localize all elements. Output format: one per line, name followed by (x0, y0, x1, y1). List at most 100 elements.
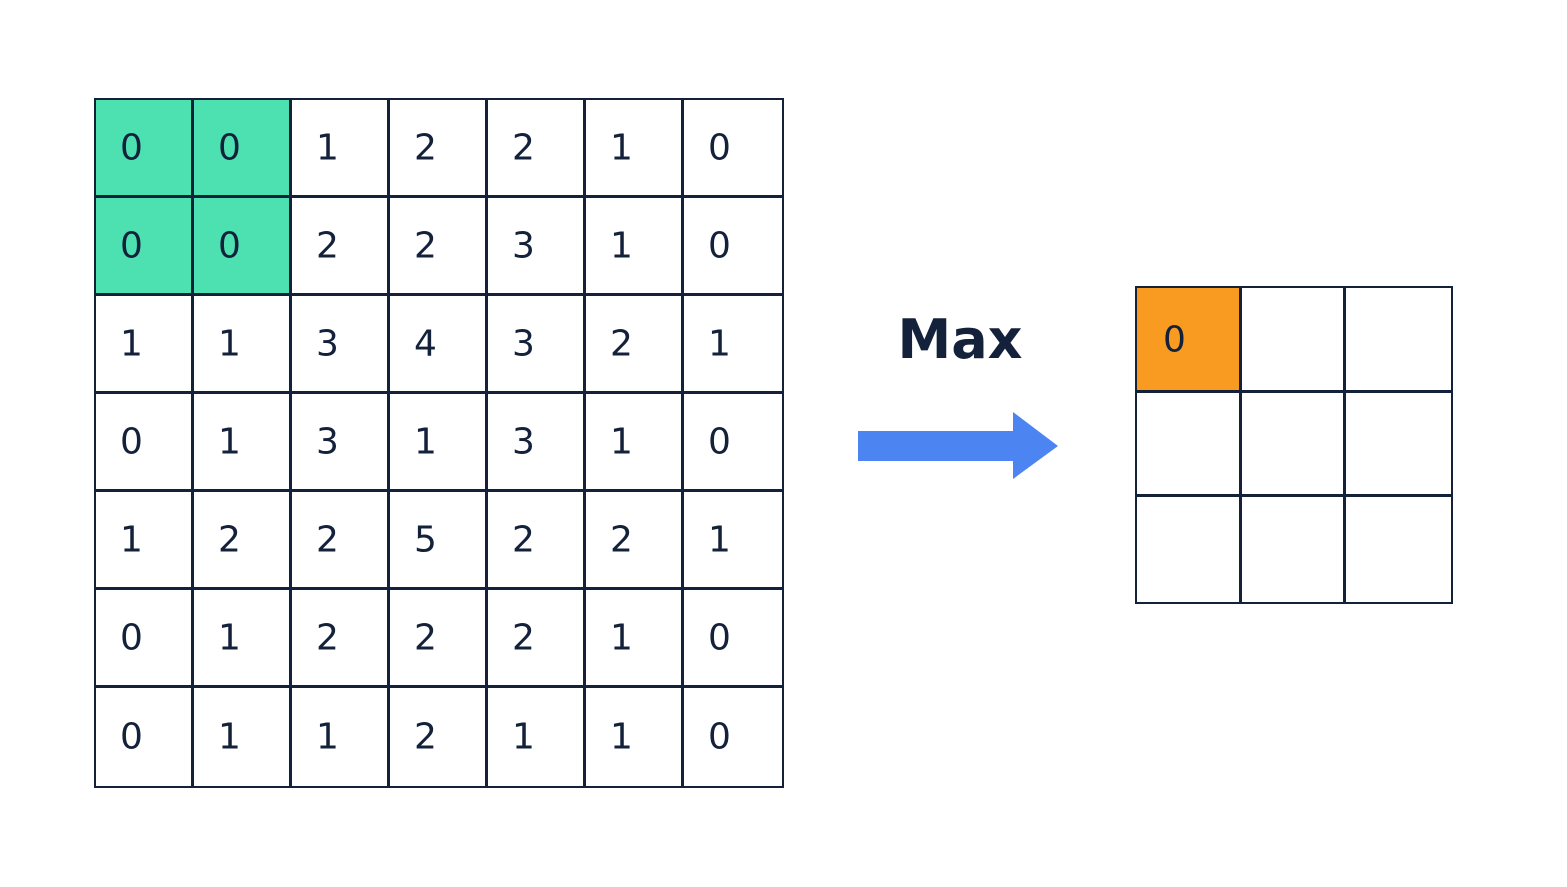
input-matrix-cell-value: 0 (708, 127, 731, 168)
input-matrix-cell-value: 1 (120, 323, 143, 364)
input-matrix-cell: 5 (390, 492, 488, 590)
input-matrix-cell: 1 (194, 590, 292, 688)
arrow-head (1013, 412, 1058, 479)
input-matrix-cell-value: 2 (414, 716, 437, 758)
input-matrix-cell: 3 (488, 296, 586, 394)
input-matrix-cell-value: 1 (610, 716, 633, 758)
output-matrix: 0 (1135, 286, 1453, 604)
input-matrix-cell-value: 2 (218, 519, 241, 560)
input-matrix-cell-value: 2 (512, 519, 535, 560)
input-matrix-cell-value: 1 (218, 716, 241, 758)
input-matrix-cell-value: 1 (316, 716, 339, 758)
input-matrix-cell-value: 0 (120, 617, 143, 658)
input-matrix-cell-value: 0 (120, 225, 143, 266)
input-matrix-cell: 1 (96, 492, 194, 590)
input-matrix-cell: 2 (292, 590, 390, 688)
input-matrix-cell: 3 (488, 198, 586, 296)
input-matrix-cell-value: 1 (708, 519, 731, 560)
input-matrix-cell: 1 (194, 688, 292, 786)
input-matrix-cell-value: 2 (512, 127, 535, 168)
output-matrix-cell (1346, 392, 1451, 498)
input-matrix-cell-value: 5 (414, 519, 437, 560)
input-matrix-cell-value: 1 (316, 127, 339, 168)
input-matrix-cell-value: 2 (316, 617, 339, 658)
arrow-shaft (858, 431, 1014, 461)
input-matrix-cell-value: 0 (708, 617, 731, 658)
input-matrix-cell: 3 (488, 394, 586, 492)
input-matrix-cell-value: 1 (414, 421, 437, 462)
input-matrix-cell-value: 0 (218, 127, 241, 168)
input-matrix-cell-value: 1 (512, 716, 535, 758)
input-matrix-cell: 2 (390, 198, 488, 296)
input-matrix-cell-value: 2 (512, 617, 535, 658)
input-matrix-cell-value: 3 (512, 323, 535, 364)
input-matrix-cell-value: 1 (610, 127, 633, 168)
input-matrix-cell: 4 (390, 296, 488, 394)
input-matrix: 0 0 1 2 2 1 0 0 0 2 2 3 1 0 1 1 3 4 3 2 1 0 1 3 1 3 1 0 1 2 2 5 2 2 1 0 1 2 2 2… (94, 98, 784, 788)
input-matrix-cell: 2 (586, 492, 684, 590)
output-matrix-cell (1241, 497, 1347, 602)
input-matrix-cell: 1 (586, 590, 684, 688)
output-matrix-cell (1137, 392, 1242, 498)
input-matrix-cell: 0 (96, 100, 194, 198)
input-matrix-cell-value: 0 (708, 421, 731, 462)
input-matrix-cell-value: 2 (316, 519, 339, 560)
input-matrix-cell: 3 (292, 296, 390, 394)
input-matrix-cell: 2 (292, 492, 390, 590)
output-matrix-cell-value: 0 (1163, 319, 1186, 361)
input-matrix-cell-value: 3 (316, 323, 339, 364)
input-matrix-cell: 0 (684, 394, 782, 492)
output-matrix-cell (1346, 288, 1451, 393)
input-matrix-cell: 2 (390, 590, 488, 688)
input-matrix-cell-value: 0 (120, 421, 143, 462)
input-matrix-cell: 0 (96, 688, 194, 786)
input-matrix-cell: 1 (96, 296, 194, 394)
input-matrix-cell: 1 (586, 100, 684, 198)
input-matrix-cell: 0 (96, 198, 194, 296)
input-matrix-cell-value: 3 (512, 225, 535, 266)
input-matrix-cell-value: 0 (708, 225, 731, 266)
input-matrix-cell: 0 (684, 100, 782, 198)
input-matrix-cell-value: 0 (708, 716, 731, 758)
input-matrix-cell-value: 3 (512, 421, 535, 462)
output-matrix-cell (1346, 497, 1451, 602)
input-matrix-cell: 2 (586, 296, 684, 394)
input-matrix-cell: 1 (194, 296, 292, 394)
input-matrix-cell: 1 (586, 198, 684, 296)
input-matrix-cell: 1 (390, 394, 488, 492)
input-matrix-cell-value: 0 (120, 716, 143, 758)
input-matrix-cell: 3 (292, 394, 390, 492)
output-matrix-cell: 0 (1137, 288, 1242, 393)
input-matrix-cell-value: 1 (120, 519, 143, 560)
output-matrix-cell (1137, 497, 1242, 602)
input-matrix-cell-value: 2 (316, 225, 339, 266)
input-matrix-cell-value: 4 (414, 323, 437, 364)
input-matrix-cell-value: 2 (610, 323, 633, 364)
input-matrix-cell: 2 (194, 492, 292, 590)
arrow-right-icon (858, 412, 1058, 479)
input-matrix-cell-value: 1 (708, 323, 731, 364)
input-matrix-cell: 2 (292, 198, 390, 296)
input-matrix-cell-value: 0 (218, 225, 241, 266)
input-matrix-cell: 2 (488, 492, 586, 590)
input-matrix-cell-value: 1 (610, 225, 633, 266)
input-matrix-cell-value: 2 (414, 127, 437, 168)
input-matrix-cell: 0 (684, 688, 782, 786)
input-matrix-cell-value: 3 (316, 421, 339, 462)
input-matrix-cell: 0 (96, 394, 194, 492)
input-matrix-cell: 0 (96, 590, 194, 688)
input-matrix-cell: 0 (194, 100, 292, 198)
input-matrix-cell-value: 1 (610, 617, 633, 658)
input-matrix-cell: 1 (488, 688, 586, 786)
output-matrix-cell (1241, 392, 1347, 498)
input-matrix-cell-value: 1 (218, 617, 241, 658)
input-matrix-cell: 0 (684, 590, 782, 688)
input-matrix-cell: 1 (684, 296, 782, 394)
input-matrix-cell: 1 (292, 688, 390, 786)
operation-label: Max (897, 308, 1023, 371)
input-matrix-cell-value: 1 (610, 421, 633, 462)
input-matrix-cell-value: 2 (414, 225, 437, 266)
input-matrix-cell: 1 (586, 688, 684, 786)
input-matrix-cell: 1 (194, 394, 292, 492)
input-matrix-cell: 0 (194, 198, 292, 296)
